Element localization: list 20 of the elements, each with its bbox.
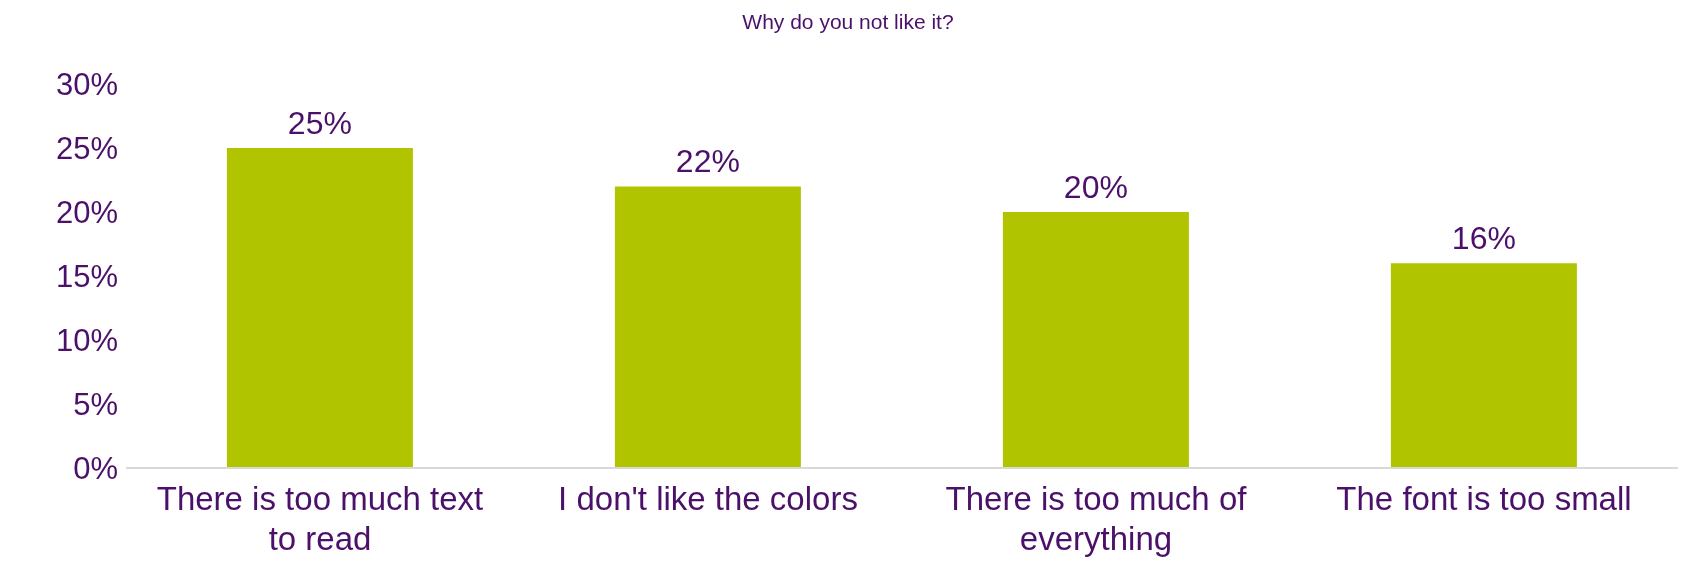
data-label: 22% [675, 143, 740, 180]
y-tick-label: 25% [55, 131, 118, 167]
bar [614, 186, 801, 468]
bar [226, 148, 413, 468]
chart-title: Why do you not like it? [741, 9, 955, 35]
bar [1002, 212, 1189, 468]
y-tick-label: 20% [55, 195, 118, 231]
bar [1390, 263, 1577, 468]
x-tick-label: The font is too small [1336, 480, 1632, 517]
y-tick-label: 15% [55, 259, 118, 295]
data-label: 20% [1063, 169, 1128, 205]
y-tick-label: 30% [55, 67, 118, 103]
y-tick-label: 0% [73, 451, 118, 487]
x-tick-label: There is too much of everything [945, 480, 1248, 557]
x-tick-label: There is too much text to read [156, 480, 484, 557]
data-label: 25% [287, 105, 352, 141]
y-tick-label: 5% [73, 387, 118, 423]
y-tick-label: 10% [55, 323, 118, 359]
x-tick-label: I don't like the colors [558, 480, 858, 517]
data-label: 16% [1451, 220, 1516, 257]
